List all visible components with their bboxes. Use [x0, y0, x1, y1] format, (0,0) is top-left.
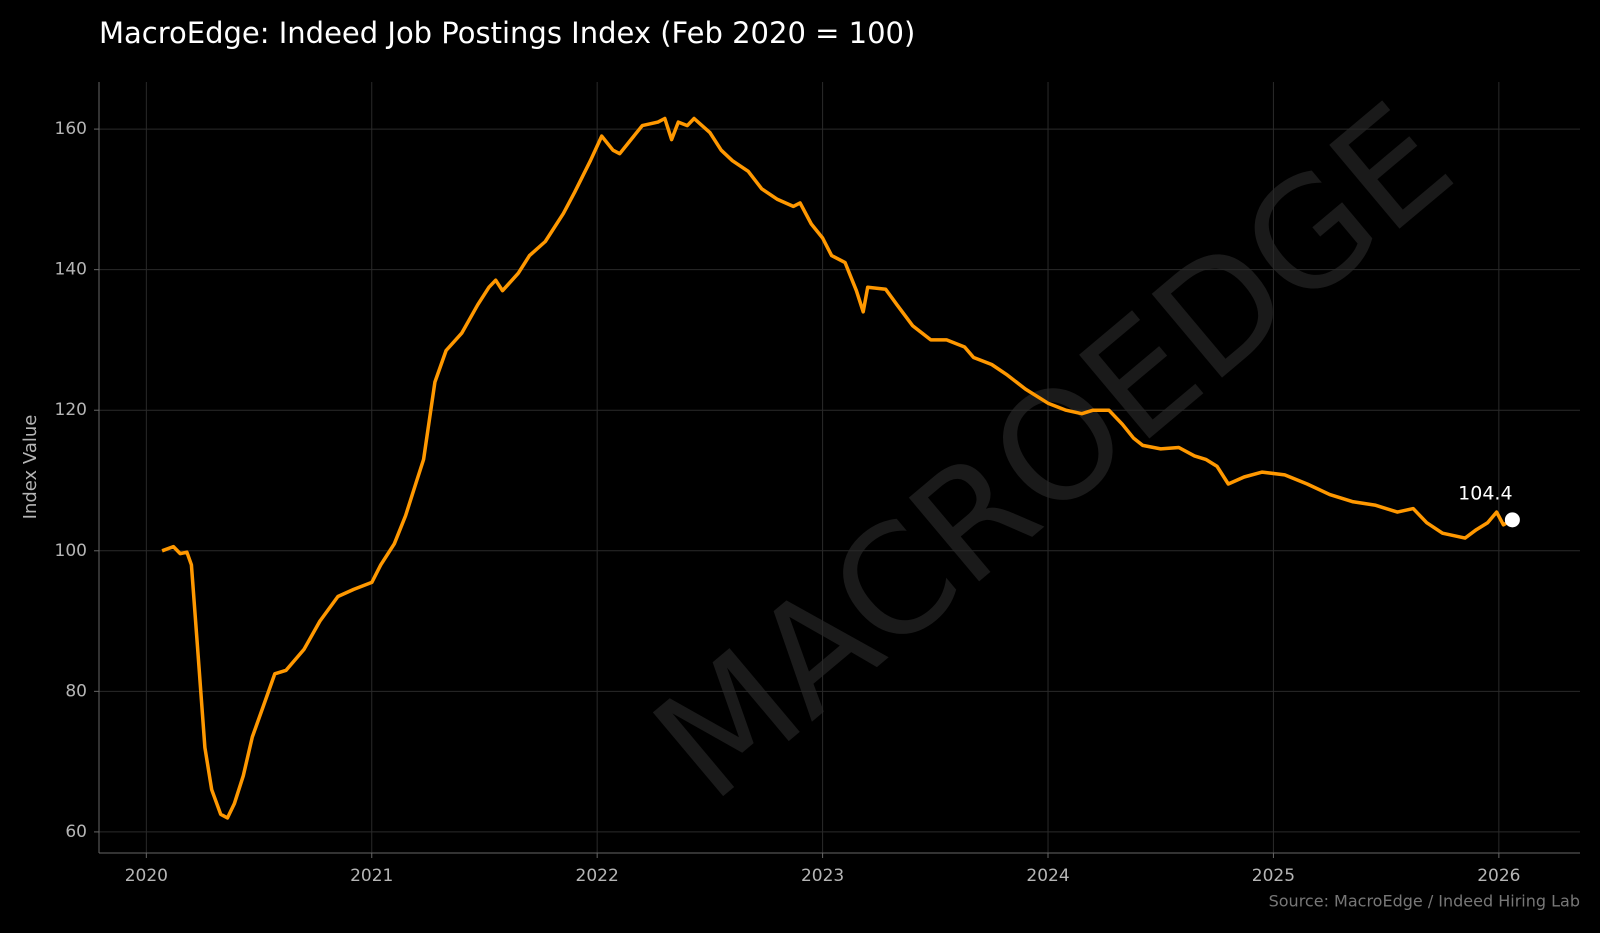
y-tick-label: 160 [55, 119, 87, 139]
y-tick-label: 120 [55, 400, 87, 420]
last-point [1504, 512, 1520, 528]
x-tick-label: 2021 [350, 866, 393, 886]
x-tick-label: 2022 [576, 866, 619, 886]
y-tick-label: 140 [55, 260, 87, 280]
x-tick-label: 2026 [1477, 866, 1520, 886]
y-axis-label: Index Value [20, 415, 41, 520]
chart-title: MacroEdge: Indeed Job Postings Index (Fe… [99, 16, 915, 50]
x-tick-label: 2023 [801, 866, 844, 886]
y-tick-label: 80 [65, 681, 87, 701]
y-tick-label: 60 [65, 822, 87, 842]
source: Source: MacroEdge / Indeed Hiring Lab [1269, 892, 1580, 911]
x-tick-label: 2025 [1252, 866, 1295, 886]
x-tick-label: 2024 [1026, 866, 1069, 886]
x-tick-label: 2020 [125, 866, 168, 886]
line [161, 116, 1514, 820]
y-tick-label: 100 [55, 541, 87, 561]
watermark: MACROEDGE [623, 71, 1484, 833]
last-value-label: 104.4 [1458, 482, 1512, 504]
